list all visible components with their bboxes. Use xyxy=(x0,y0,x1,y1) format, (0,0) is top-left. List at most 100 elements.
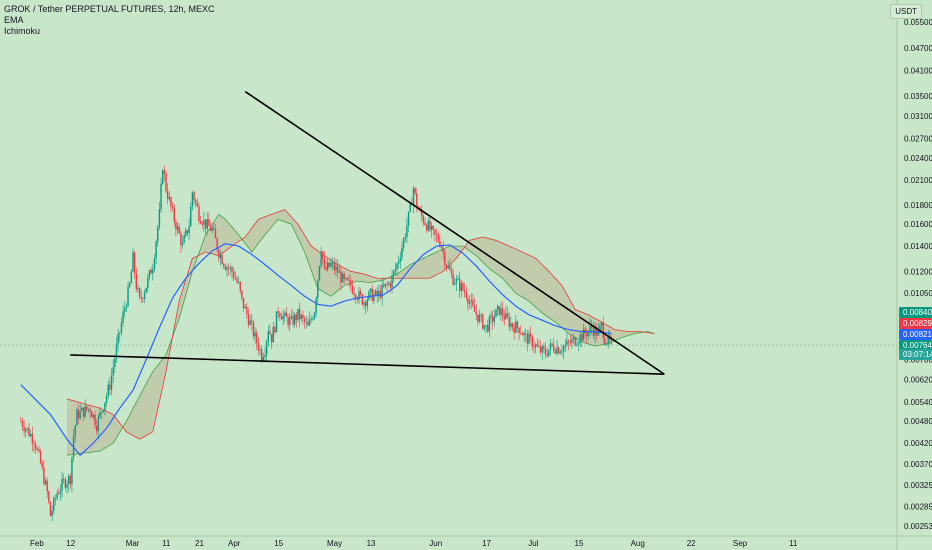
candle-body xyxy=(280,316,283,320)
candle-body xyxy=(333,262,335,270)
candle-body xyxy=(582,329,585,341)
candle-body xyxy=(360,291,362,295)
candle-body xyxy=(79,410,81,419)
candle-body xyxy=(76,409,78,426)
candle-body xyxy=(195,200,197,203)
candle-body xyxy=(548,349,550,356)
candle-body xyxy=(455,278,458,284)
candle-body xyxy=(56,493,58,499)
candle-body xyxy=(234,278,236,279)
indicator-ema-label[interactable]: EMA xyxy=(4,15,24,25)
candle-body xyxy=(142,298,144,300)
candle-body xyxy=(340,271,342,283)
time-tick-label: 15 xyxy=(274,539,283,548)
candle-body xyxy=(561,351,563,353)
candle-body xyxy=(114,358,116,368)
candle-body xyxy=(371,288,373,301)
candle-body xyxy=(219,254,222,258)
candle-body xyxy=(523,332,525,336)
candle-body xyxy=(501,308,504,316)
currency-badge[interactable]: USDT xyxy=(890,4,922,19)
candle-body xyxy=(117,333,119,345)
candle-body xyxy=(369,288,372,292)
candle-body xyxy=(274,326,276,333)
candle-body xyxy=(452,273,454,285)
candle-body xyxy=(457,278,459,280)
candle-body xyxy=(600,322,603,326)
candle-body xyxy=(279,313,281,317)
ema-polyline xyxy=(20,243,612,457)
candle-body xyxy=(110,375,113,390)
candle-body xyxy=(201,223,203,225)
candle-body xyxy=(39,451,42,464)
candle-body xyxy=(376,290,378,297)
candle-body xyxy=(307,322,309,326)
candle-body xyxy=(203,219,205,225)
candle-body xyxy=(216,238,218,250)
candle-body xyxy=(48,491,50,503)
candle-body xyxy=(422,216,425,223)
candle-body xyxy=(572,337,575,340)
price-tag: 0.00829 xyxy=(899,318,932,329)
candles xyxy=(20,165,613,522)
candle-body xyxy=(525,332,527,334)
candle-body xyxy=(587,330,590,337)
candle-body xyxy=(244,306,246,309)
candle-body xyxy=(470,299,472,302)
candle-body xyxy=(383,284,385,287)
candle-body xyxy=(566,340,568,345)
price-tag-bg xyxy=(899,329,932,340)
candle-body xyxy=(232,271,235,279)
candle-body xyxy=(64,479,67,488)
candle-body xyxy=(430,225,433,230)
candle-body xyxy=(586,333,588,337)
candle-body xyxy=(165,173,167,191)
candle-body xyxy=(325,266,327,270)
candle-body xyxy=(59,490,62,494)
candle-body xyxy=(503,315,505,320)
candle-body xyxy=(119,332,121,334)
symbol-title[interactable]: GROK / Tether PERPETUAL FUTURES, 12h, ME… xyxy=(4,4,215,14)
candle-body xyxy=(404,237,406,239)
candle-body xyxy=(513,327,515,333)
candle-body xyxy=(67,475,70,484)
price-tick-label: 0.00480 xyxy=(904,417,932,426)
candle-body xyxy=(295,314,298,320)
candle-body xyxy=(290,316,293,318)
price-tick-label: 0.03100 xyxy=(904,112,932,121)
candle-body xyxy=(256,332,258,344)
price-tag-bg xyxy=(899,307,932,318)
indicator-ichimoku-label[interactable]: Ichimoku xyxy=(4,26,41,36)
candle-body xyxy=(133,252,136,274)
candle-body xyxy=(488,316,491,332)
candle-body xyxy=(454,283,456,285)
time-tick-label: Feb xyxy=(30,539,44,548)
candle-body xyxy=(553,344,555,351)
candle-body xyxy=(178,226,180,234)
time-tick-label: Jun xyxy=(429,539,442,548)
candle-body xyxy=(416,193,418,208)
candle-body xyxy=(559,351,562,354)
candle-body xyxy=(125,306,128,309)
candle-body xyxy=(124,308,126,312)
candle-body xyxy=(61,479,63,491)
descending-trendline xyxy=(244,90,665,375)
candle-body xyxy=(576,344,578,346)
price-tag-bg xyxy=(899,349,932,360)
candle-body xyxy=(421,210,423,217)
candle-body xyxy=(105,395,108,403)
candle-body xyxy=(318,266,321,280)
price-tick-label: 0.02700 xyxy=(904,135,932,144)
candle-body xyxy=(107,384,109,396)
candle-body xyxy=(181,242,184,246)
candle-body xyxy=(463,289,466,293)
time-tick-label: 12 xyxy=(66,539,75,548)
price-tick-label: 0.01400 xyxy=(904,242,932,251)
price-tick-label: 0.00325 xyxy=(904,481,932,490)
candle-body xyxy=(292,316,294,325)
candle-body xyxy=(89,409,91,412)
candle-body xyxy=(109,384,111,390)
candle-body xyxy=(401,247,403,258)
